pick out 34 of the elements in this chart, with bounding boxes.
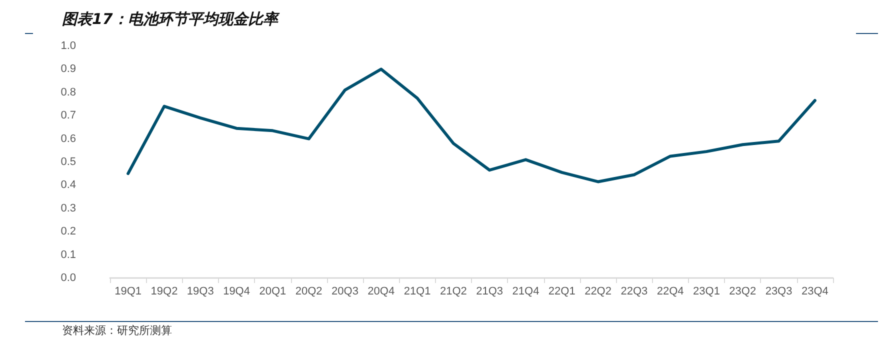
x-tick-label: 21Q3: [476, 286, 504, 298]
text: 资料来源：研究所测算: [62, 323, 172, 338]
x-tick-label: 21Q4: [512, 286, 540, 298]
x-tick-label: 20Q3: [332, 286, 358, 298]
x-tick-label: 21Q2: [440, 286, 467, 298]
x-tick-label: 19Q1: [114, 286, 142, 298]
y-tick-label: 0.5: [60, 156, 76, 168]
x-tick-label: 22Q1: [548, 286, 576, 298]
y-tick-label: 0.4: [60, 179, 76, 192]
y-tick-label: 0.3: [60, 202, 76, 214]
x-tick-label: 23Q4: [801, 286, 828, 298]
x-tick-label: 23Q2: [729, 286, 756, 298]
x-tick-label: 20Q2: [295, 286, 322, 298]
x-tick-label: 20Q4: [368, 286, 395, 298]
y-tick-label: 0.0: [60, 272, 76, 284]
x-tick-label: 19Q3: [186, 286, 214, 298]
x-tick-label: 23Q3: [765, 286, 792, 298]
x-tick-label: 21Q1: [404, 286, 431, 298]
y-tick-label: 0.9: [60, 63, 76, 76]
y-tick-label: 0.8: [60, 86, 76, 98]
y-tick-label: 0.7: [60, 110, 76, 122]
x-tick-label: 22Q3: [620, 286, 648, 298]
x-tick-label: 19Q2: [150, 286, 178, 298]
y-tick-label: 0.1: [60, 248, 76, 261]
y-tick-label: 0.2: [60, 226, 76, 238]
x-tick-label: 23Q1: [693, 286, 720, 298]
chart-title: 图表17：电池环节平均现金比率: [62, 10, 278, 29]
y-tick-label: 0.6: [60, 132, 76, 145]
line-series: [126, 68, 816, 184]
x-tick-label: 22Q4: [656, 286, 684, 298]
x-tick-label: 19Q4: [223, 286, 250, 298]
x-tick-label: 20Q1: [259, 286, 286, 298]
y-tick-label: 1.0: [60, 40, 76, 52]
x-tick-label: 22Q2: [584, 286, 612, 298]
